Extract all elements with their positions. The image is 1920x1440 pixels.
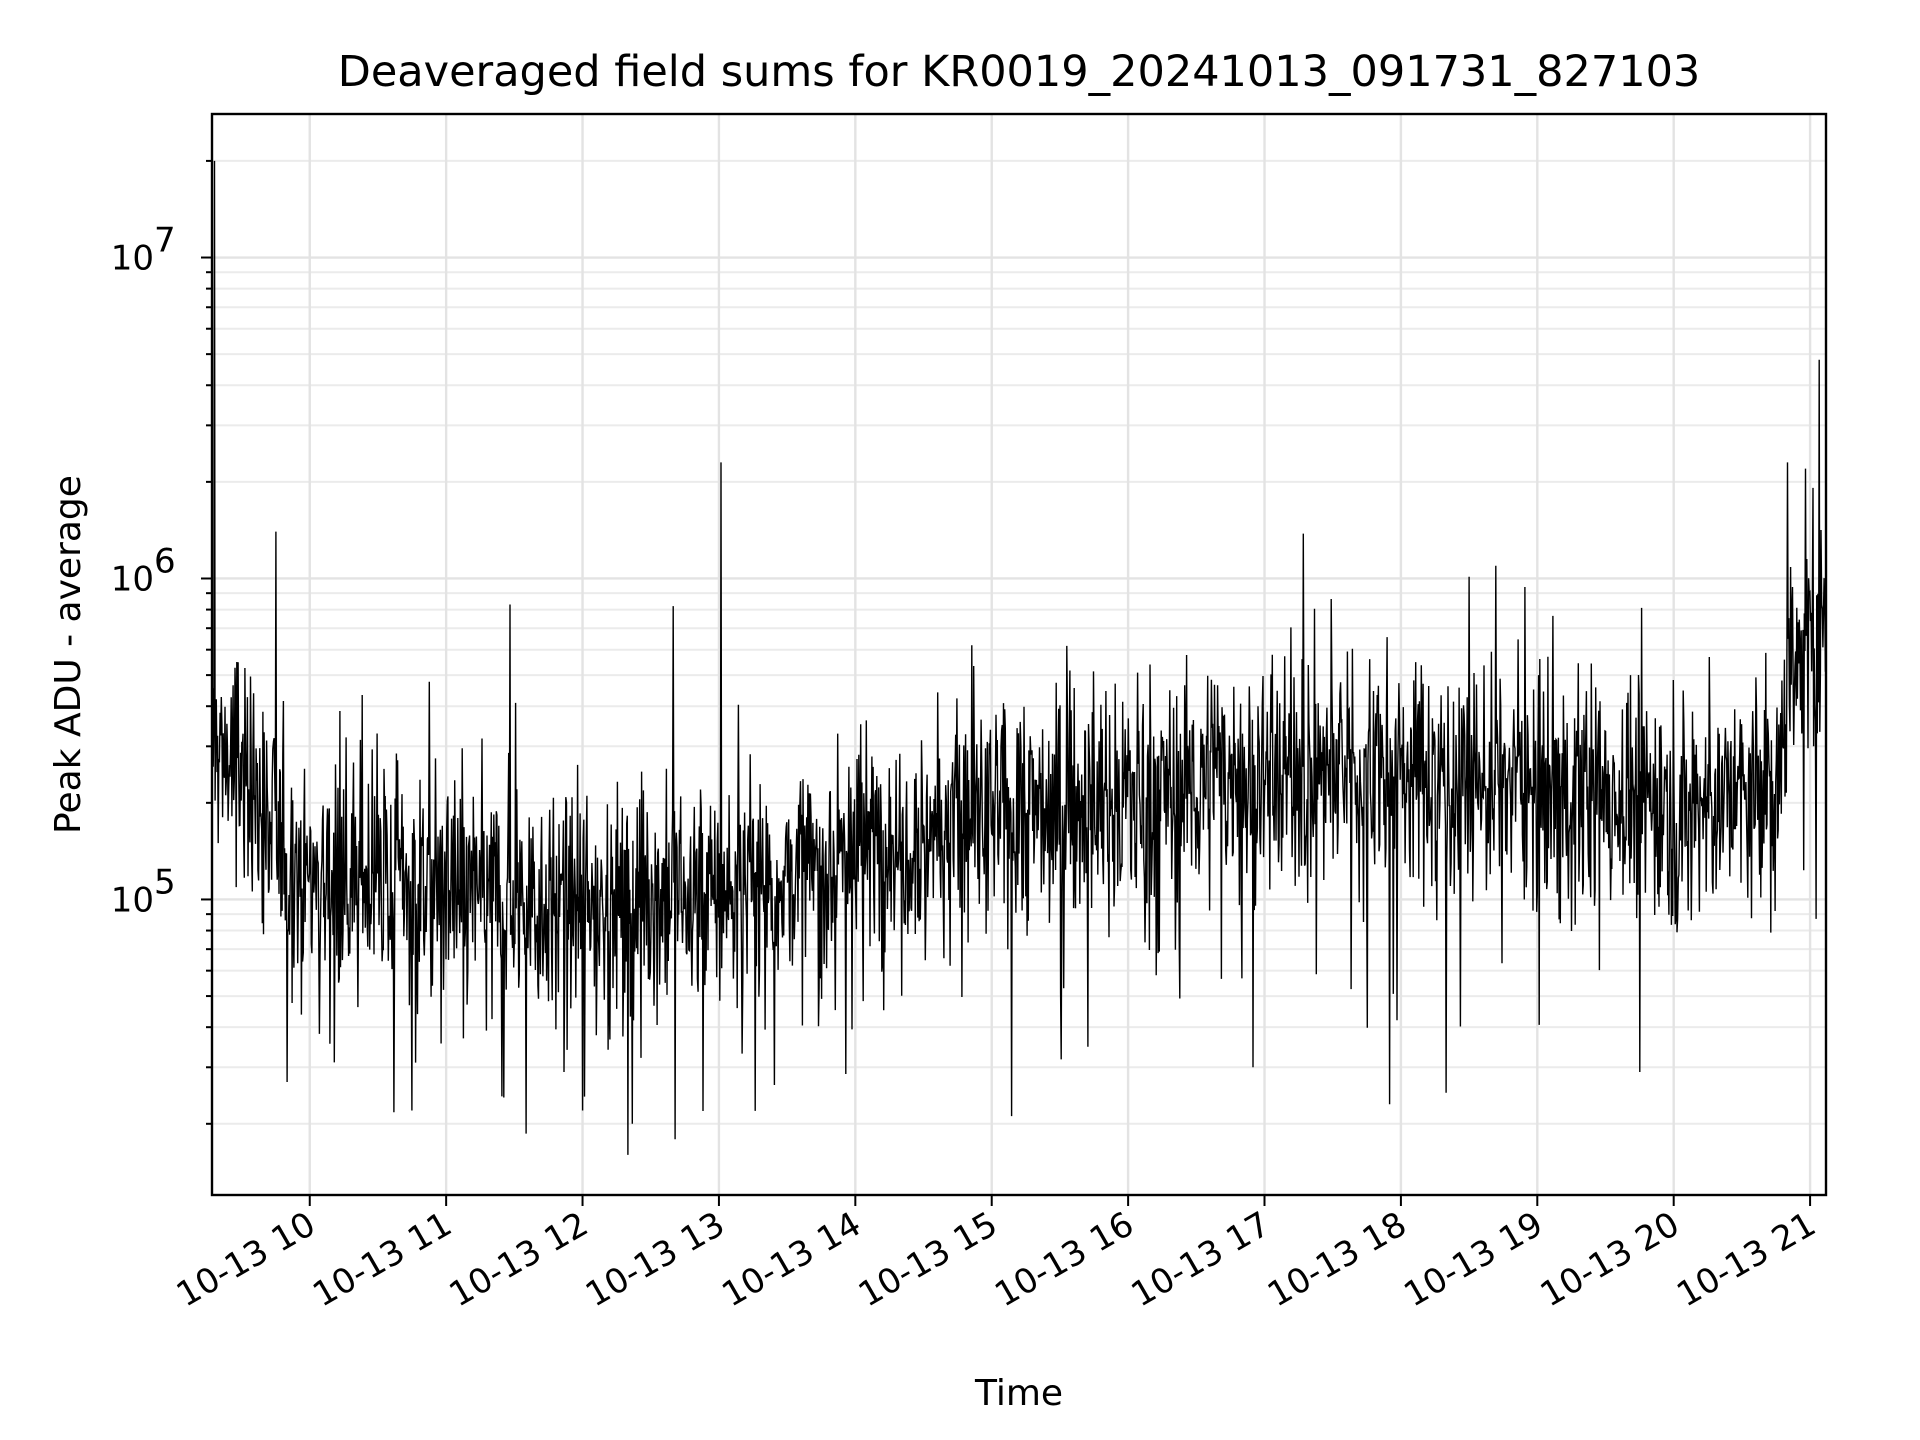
- y-axis-label: Peak ADU - average: [48, 475, 89, 834]
- y-tick-label: 10: [111, 559, 154, 599]
- plot-frame: [210, 112, 1828, 1197]
- series-group: [211, 160, 1827, 1155]
- x-axis-label: Time: [974, 1373, 1063, 1414]
- y-tick-label: 10: [111, 239, 154, 279]
- series-line: [211, 160, 1827, 1155]
- y-tick-exponent: 5: [154, 862, 176, 902]
- y-tick-label: 10: [111, 880, 154, 920]
- y-tick-exponent: 7: [154, 221, 176, 261]
- chart-title: Deaveraged field sums for KR0019_2024101…: [338, 47, 1701, 97]
- y-tick-exponent: 6: [154, 541, 176, 581]
